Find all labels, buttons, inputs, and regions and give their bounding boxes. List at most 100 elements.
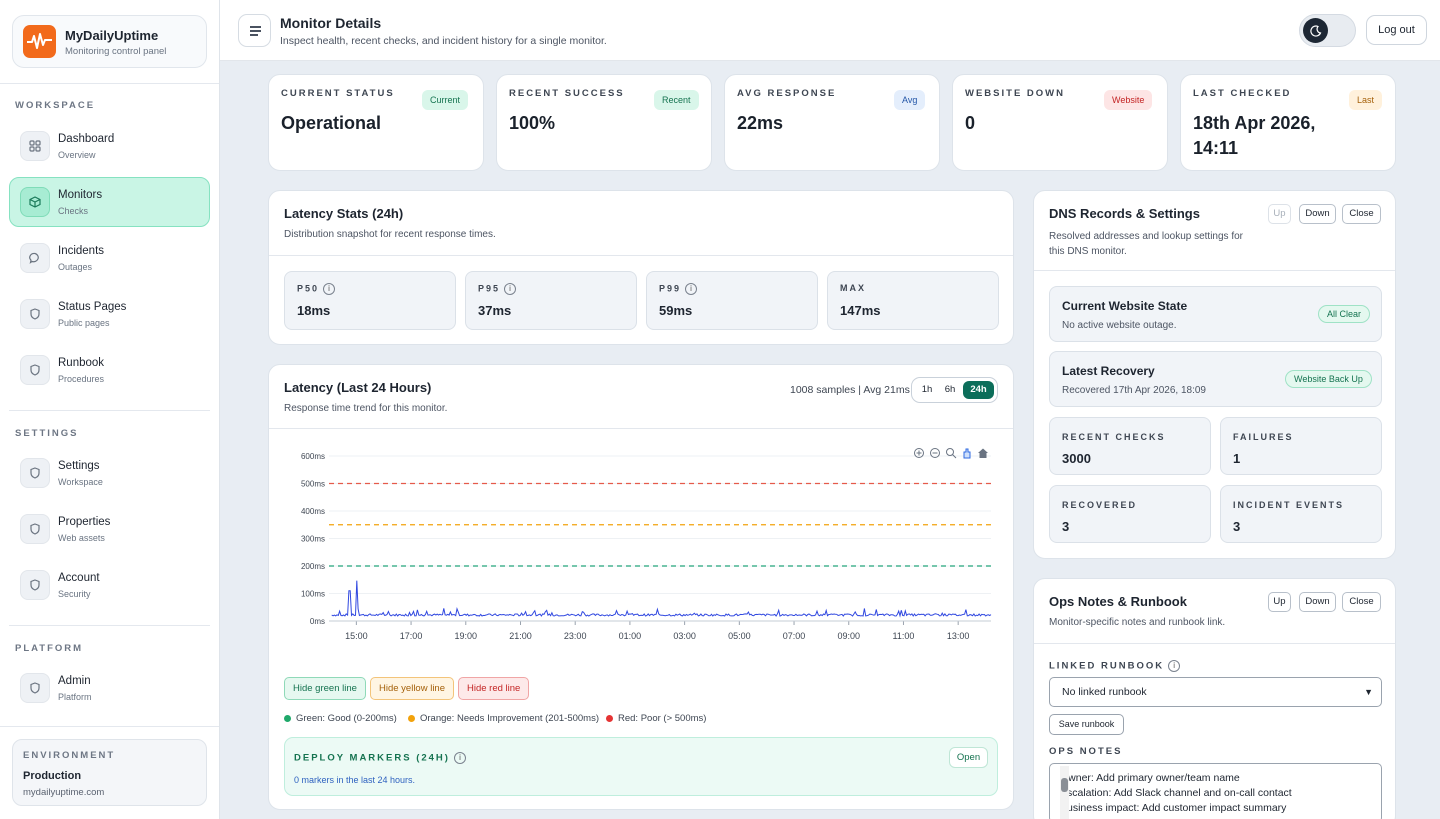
metric-value: 3000 (1062, 451, 1091, 466)
range-option-24h[interactable]: 24h (963, 381, 994, 399)
latest-recovery-title: Latest Recovery (1062, 364, 1155, 378)
info-icon[interactable]: i (453, 752, 466, 764)
y-tick-label: 400ms (301, 507, 325, 516)
pan-hand-icon[interactable] (963, 448, 971, 459)
scrollbar[interactable] (1060, 766, 1069, 819)
stat-label: AVG RESPONSE (737, 88, 837, 99)
sidebar-item-sub: Overview (58, 150, 96, 160)
scrollbar-thumb[interactable] (1061, 778, 1068, 792)
range-selector[interactable]: 1h 6h 24h (911, 377, 998, 403)
stat-value-line: 14:11 (1193, 138, 1239, 158)
percentile-label: P95 i (478, 283, 517, 295)
zoom-in-icon[interactable] (914, 448, 924, 458)
runbook-select[interactable]: No linked runbook ▼ (1049, 677, 1382, 707)
stat-value: 22ms (737, 113, 784, 133)
shield-icon (20, 673, 50, 703)
stat-card-avg-response: AVG RESPONSE 22ms Avg (724, 74, 940, 171)
sidebar-item-sub: Workspace (58, 477, 103, 487)
shield-icon (20, 299, 50, 329)
x-tick-label: 11:00 (893, 631, 915, 641)
home-icon[interactable] (978, 448, 988, 459)
theme-toggle[interactable] (1299, 14, 1356, 47)
status-badge: All Clear (1318, 305, 1371, 323)
latency-chart-card: Latency (Last 24 Hours) Response time tr… (268, 364, 1014, 810)
sidebar-item-sub: Web assets (58, 533, 105, 543)
sidebar-item-dashboard[interactable]: Dashboard Overview (9, 121, 210, 171)
sidebar-item-account[interactable]: Account Security (9, 560, 210, 610)
sidebar-item-label: Incidents (58, 245, 105, 257)
sidebar-item-monitors[interactable]: Monitors Checks (9, 177, 210, 227)
move-down-button[interactable]: Down (1299, 204, 1336, 224)
hide-red-line-button[interactable]: Hide red line (458, 677, 530, 700)
hide-green-line-button[interactable]: Hide green line (284, 677, 366, 700)
sidebar-item-status-pages[interactable]: Status Pages Public pages (9, 289, 210, 339)
sidebar-item-settings[interactable]: Settings Workspace (9, 448, 210, 498)
info-icon[interactable]: i (504, 283, 517, 295)
ops-notes-card: Ops Notes & Runbook Monitor-specific not… (1033, 578, 1396, 819)
legend-text: Orange: Needs Improvement (201-500ms) (420, 713, 599, 724)
close-button[interactable]: Close (1342, 592, 1381, 612)
x-tick-label: 17:00 (400, 631, 423, 641)
legend-item-orange: Orange: Needs Improvement (201-500ms) (408, 713, 599, 724)
metric-failures: FAILURES 1 (1220, 417, 1382, 475)
magnify-icon[interactable] (946, 448, 957, 459)
linked-runbook-label: LINKED RUNBOOK i (1049, 660, 1181, 672)
stat-label: RECENT SUCCESS (509, 88, 625, 99)
legend-text: Red: Poor (> 500ms) (618, 713, 707, 724)
info-icon[interactable]: i (323, 283, 336, 295)
page-title: Monitor Details (280, 15, 382, 31)
chart-toolbar (914, 448, 988, 459)
deploy-open-button[interactable]: Open (949, 747, 988, 768)
sidebar-item-label: Status Pages (58, 301, 127, 313)
runbook-select-value: No linked runbook (1062, 686, 1147, 698)
percentile-value: 18ms (297, 303, 331, 318)
status-badge: Website Back Up (1285, 370, 1372, 388)
info-icon[interactable]: i (1168, 660, 1181, 672)
top-bar: Monitor Details Inspect health, recent c… (220, 0, 1440, 61)
status-badge: Avg (894, 90, 926, 110)
pulse-icon (23, 25, 56, 58)
percentile-value: 37ms (478, 303, 512, 318)
info-icon[interactable]: i (685, 283, 698, 295)
brand[interactable]: MyDailyUptime Monitoring control panel (12, 15, 207, 68)
hamburger-icon-line (250, 34, 258, 36)
move-down-button[interactable]: Down (1299, 592, 1336, 612)
save-runbook-button[interactable]: Save runbook (1049, 714, 1124, 735)
move-up-button[interactable]: Up (1268, 204, 1291, 224)
zoom-out-icon[interactable] (930, 448, 940, 458)
ops-notes-label: OPS NOTES (1049, 746, 1123, 757)
legend-dot (284, 714, 291, 722)
logout-button[interactable]: Log out (1366, 15, 1427, 45)
sidebar-item-properties[interactable]: Properties Web assets (9, 504, 210, 554)
range-option-6h[interactable]: 6h (944, 384, 956, 395)
card-subtitle: Resolved addresses and lookup settings f… (1049, 229, 1243, 259)
sidebar-item-sub: Procedures (58, 374, 105, 384)
percentile-card-p95: P95 i 37ms (465, 271, 637, 330)
shield-icon (20, 355, 50, 385)
sidebar-item-sub: Checks (58, 206, 89, 216)
samples-summary: 1008 samples | Avg 21ms (790, 384, 910, 396)
stat-value-line: 18th Apr 2026, (1193, 113, 1316, 133)
website-state-card: Current Website State No active website … (1049, 286, 1382, 342)
shield-icon (20, 570, 50, 600)
range-option-1h[interactable]: 1h (921, 384, 933, 395)
sidebar-item-admin[interactable]: Admin Platform (9, 663, 210, 713)
ops-notes-textarea[interactable]: Owner: Add primary owner/team name Escal… (1049, 763, 1382, 819)
close-button[interactable]: Close (1342, 204, 1381, 224)
linked-runbook-label-text: LINKED RUNBOOK (1049, 660, 1165, 672)
deploy-markers-title: DEPLOY MARKERS (24H) i (294, 752, 466, 764)
sidebar-item-incidents[interactable]: Incidents Outages (9, 233, 210, 283)
section-settings: SETTINGS (15, 428, 79, 439)
sidebar-item-runbook[interactable]: Runbook Procedures (9, 345, 210, 395)
hide-yellow-line-button[interactable]: Hide yellow line (370, 677, 455, 700)
move-up-button[interactable]: Up (1268, 592, 1291, 612)
brand-subtitle: Monitoring control panel (65, 46, 167, 57)
card-title: Latency Stats (24h) (284, 206, 404, 221)
menu-toggle-button[interactable] (238, 14, 271, 47)
box-icon (20, 187, 50, 217)
x-tick-label: 07:00 (783, 631, 806, 641)
metric-recovered: RECOVERED 3 (1049, 485, 1211, 543)
card-subtitle: Response time trend for this monitor. (284, 403, 448, 414)
chat-icon (20, 243, 50, 273)
legend-item-green: Green: Good (0-200ms) (284, 713, 397, 724)
